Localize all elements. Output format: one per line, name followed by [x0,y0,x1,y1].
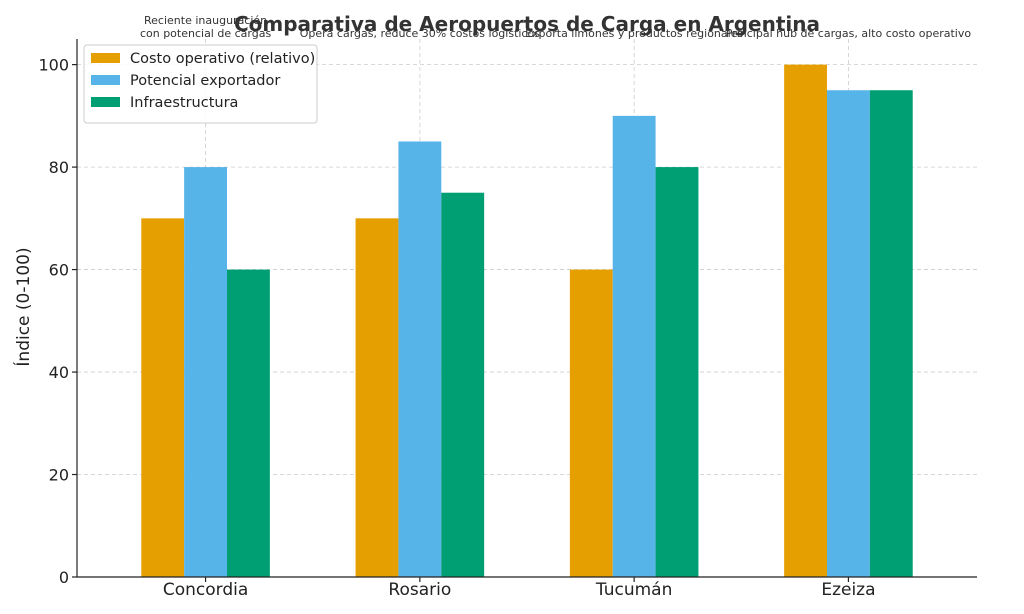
legend-entry: Infraestructura [130,95,238,111]
bar-potencial-exportador-rosario [398,141,442,577]
legend-swatch [91,53,120,63]
bar-infraestructura-concordia [227,269,270,577]
legend-frame [83,44,318,124]
annotation-text: Principal hub de cargas, alto costo oper… [726,27,972,40]
y-tick-label: 0 [59,568,69,587]
y-tick-label: 20 [49,466,69,485]
bar-infraestructura-rosario [441,192,485,577]
x-tick-label: Concordia [163,580,248,600]
bar-potencial-exportador-concordia [184,167,227,577]
y-axis-label: Índice (0-100) [12,247,34,366]
bar-costo-operativo-relativo-concordia [141,218,185,578]
axes-layer: 0 20 40 60 80 100 Concordia Rosario Tucumán Ezeiz… [38,39,977,600]
chart-title: Comparativa de Aeropuertos de Carga en A… [234,12,820,36]
legend-swatch [91,75,120,85]
x-tick-label: Rosario [388,580,451,600]
legend: Costo operativo (relativo) Potencial expo… [83,44,318,124]
annotation-text: Exporta limones y productos regionales [525,27,743,40]
x-tick-label: Tucumán [595,580,672,600]
bar-infraestructura-tucuman [655,167,699,577]
annotation-text: con potencial de cargas [140,27,271,40]
bars-layer [141,64,913,578]
annotation-text: Reciente inauguración [144,14,267,27]
y-tick-label: 60 [49,261,69,280]
y-tick-label: 80 [49,158,69,177]
x-tick-label: Ezeiza [821,580,875,600]
legend-entry: Costo operativo (relativo) [130,51,315,67]
y-tick-label: 100 [38,56,69,75]
annotation-text: Opera cargas, reduce 30% costos logístic… [300,27,540,40]
legend-entry: Potencial exportador [130,73,280,89]
bar-costo-operativo-relativo-tucuman [569,269,613,577]
bar-infraestructura-ezeiza [869,90,913,577]
legend-swatch [91,97,120,107]
bar-costo-operativo-relativo-rosario [355,218,399,578]
y-tick-label: 40 [49,363,69,382]
bar-potencial-exportador-ezeiza [827,90,870,577]
bar-potencial-exportador-tucuman [612,115,656,577]
bar-costo-operativo-relativo-ezeiza [784,64,827,578]
